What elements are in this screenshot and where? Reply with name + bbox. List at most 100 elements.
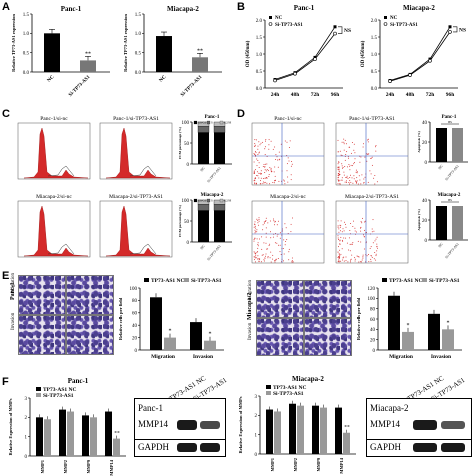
flow-dot [350, 152, 352, 154]
legend-marker-si [422, 278, 427, 282]
panel-letter-a: A [2, 1, 10, 13]
a1-ytick-label: 0.0 [135, 71, 142, 76]
x-tick-label: MMP9 [86, 459, 91, 473]
y-axis-label: Relative cells per field [356, 297, 361, 340]
flow-dot [272, 148, 274, 150]
flow-dot [257, 242, 259, 244]
flow-dot [339, 240, 341, 242]
bar-mmp14-1 [113, 438, 120, 456]
flow-dot [345, 237, 347, 239]
flow-dot [258, 173, 260, 174]
flow-dot [270, 169, 272, 171]
legend-label-si: Si-TP73-AS1 [275, 23, 303, 28]
blot2-cell: Miacapa-2 [370, 403, 409, 413]
ns-label: NS [344, 28, 351, 34]
flow-dot [338, 166, 340, 168]
flow-dot [254, 179, 256, 181]
flow-dot [253, 170, 255, 172]
significance-label: ** [197, 48, 203, 54]
flow-dot [375, 145, 377, 147]
flow-dot [279, 251, 281, 253]
bar-mmp9-1 [320, 407, 327, 454]
x-tick-label: 24h [271, 92, 280, 98]
flow-dot [269, 243, 271, 245]
flow-dot [353, 163, 355, 165]
histogram-frame [17, 200, 91, 258]
flow-dot [362, 146, 364, 148]
flow-dot [374, 252, 376, 253]
bar-0 [436, 206, 447, 240]
series-line-1 [389, 31, 451, 82]
flow-dot [338, 246, 339, 248]
flow-dot [375, 253, 377, 255]
y-axis-label: Relative Expression of MMPs [8, 398, 13, 455]
flow-dot [360, 230, 362, 232]
blot1-band-gapdh-nc [177, 443, 197, 452]
flow-dot [339, 150, 341, 152]
flow-dot [371, 156, 373, 158]
a0-ytick-label: 1.0 [23, 32, 30, 37]
flow-dot [291, 257, 293, 259]
flow-dot [370, 255, 372, 257]
histogram-outline [129, 243, 157, 255]
flow-dot [282, 248, 284, 249]
bar-1 [452, 206, 463, 240]
flow-dot [343, 149, 345, 151]
bar-mmp1-1 [44, 419, 51, 456]
flow-dot [363, 248, 365, 250]
flow-dot [338, 161, 340, 163]
significance-label: * [169, 329, 172, 335]
flow-dot [265, 253, 267, 255]
flow-dot [254, 257, 256, 259]
blot1-row-mmp14: MMP14 [138, 419, 169, 429]
legend-label-nc: TP73-AS1 NC [43, 387, 76, 393]
flow-dot [261, 254, 263, 256]
a0-ytick-label: 1.5 [23, 13, 30, 18]
flow-dot [337, 257, 339, 258]
flow-dot [254, 229, 256, 231]
d0-ytick-label: 40 [422, 121, 428, 126]
series-point-1 [273, 78, 277, 83]
x-tick-label: Migration [389, 354, 413, 360]
bar-invasion-0 [190, 322, 202, 350]
flow-dot [345, 177, 347, 178]
flow-dot [372, 242, 374, 244]
y-axis-label: Relative TP73-AS1 expression [123, 14, 128, 72]
flow-dot [337, 174, 339, 176]
flow-dot [262, 181, 264, 183]
flow-dot [349, 250, 351, 252]
flow-dot [350, 164, 352, 166]
flow-dot [370, 258, 372, 260]
flow-dot [345, 180, 347, 182]
flow-dot [288, 160, 290, 162]
chart-title: Miacapa-2 [201, 193, 224, 198]
panel-e-chart-panc1: 0 20 40 60 80 100 Relative cells per field TP73… [118, 278, 224, 360]
flow-frame [251, 122, 325, 186]
flow-dot [274, 166, 276, 168]
flow-dot [338, 231, 340, 233]
legend-label-nc: NC [390, 16, 398, 21]
flow-dot [284, 223, 286, 225]
series-point-1 [313, 57, 317, 61]
flow-dot [360, 241, 362, 243]
flow-dot [337, 183, 339, 185]
flow-dot [371, 256, 373, 258]
flow-dot [362, 256, 364, 258]
flow-dot [254, 259, 255, 261]
flow-dot [256, 218, 258, 220]
bar-mmp1-0 [36, 417, 43, 456]
e1-ytick-label: 60 [370, 318, 376, 323]
flow-dot [274, 220, 276, 222]
flow-plot-1: Panc-1/si-TP73-AS1 [330, 114, 410, 188]
histogram-outline [129, 165, 157, 177]
x-tick-label: 96h [331, 92, 340, 98]
flow-dot [266, 177, 268, 178]
flow-dot [349, 169, 351, 171]
legend-label-si: Si-TP73-AS1 [273, 391, 304, 397]
flow-dot [364, 229, 365, 231]
flow-dot [263, 260, 265, 262]
flow-dot [370, 158, 372, 159]
flow-dot [276, 156, 278, 158]
flow-dot [254, 145, 256, 147]
